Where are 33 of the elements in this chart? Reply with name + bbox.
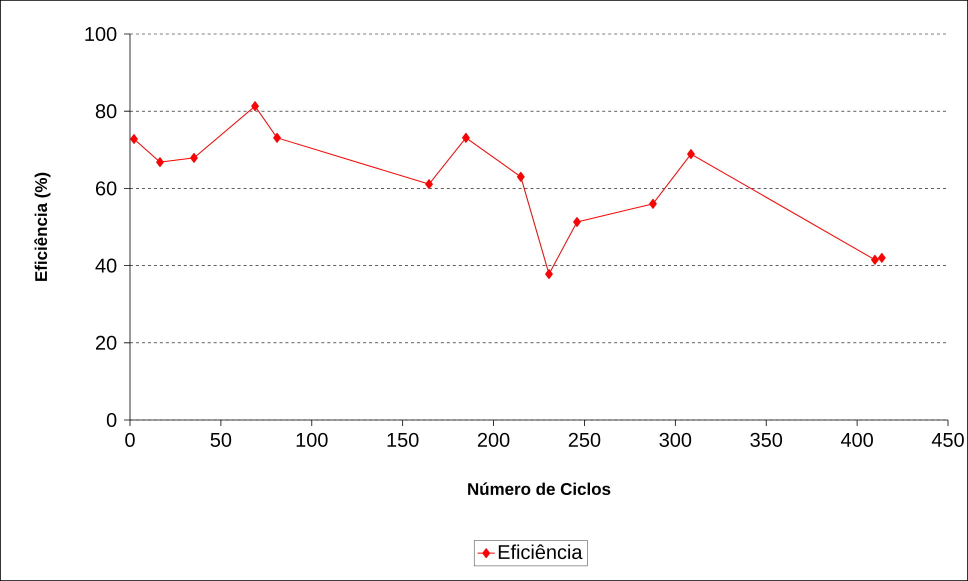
x-tick-label: 150 <box>388 432 418 447</box>
point <box>573 216 581 227</box>
y-tick-label: 80 <box>96 104 116 118</box>
point <box>687 149 695 160</box>
x-tick-label: 400 <box>840 432 873 447</box>
point <box>516 172 525 182</box>
x-tick-label: 50 <box>210 432 232 447</box>
x-tick-label: 450 <box>932 432 964 447</box>
y-axis-title: Eficiência (%) <box>34 172 50 281</box>
x-tick-label: 350 <box>750 432 782 447</box>
point <box>130 134 138 144</box>
y-tick-label: 100 <box>85 26 116 42</box>
x-tick-label: 300 <box>659 432 692 447</box>
point <box>871 254 879 265</box>
point <box>545 269 553 280</box>
legend-label: Eficiência <box>498 544 582 560</box>
x-tick-label: 250 <box>568 432 600 447</box>
point <box>649 198 657 209</box>
x-tick-label: 0 <box>125 432 135 447</box>
y-tick-label: 20 <box>96 336 116 350</box>
point <box>273 132 281 143</box>
x-axis-title: Número de Ciclos <box>468 482 610 496</box>
point <box>190 152 198 163</box>
point <box>425 179 433 190</box>
y-tick-label: 0 <box>106 412 116 428</box>
y-tick-label: 40 <box>95 258 116 273</box>
x-tick-label: 200 <box>478 432 510 447</box>
point <box>251 101 259 112</box>
point <box>156 157 164 168</box>
point <box>878 252 886 263</box>
point <box>462 132 470 143</box>
x-tick-label: 100 <box>296 432 328 447</box>
y-tick-label: 60 <box>96 181 116 196</box>
